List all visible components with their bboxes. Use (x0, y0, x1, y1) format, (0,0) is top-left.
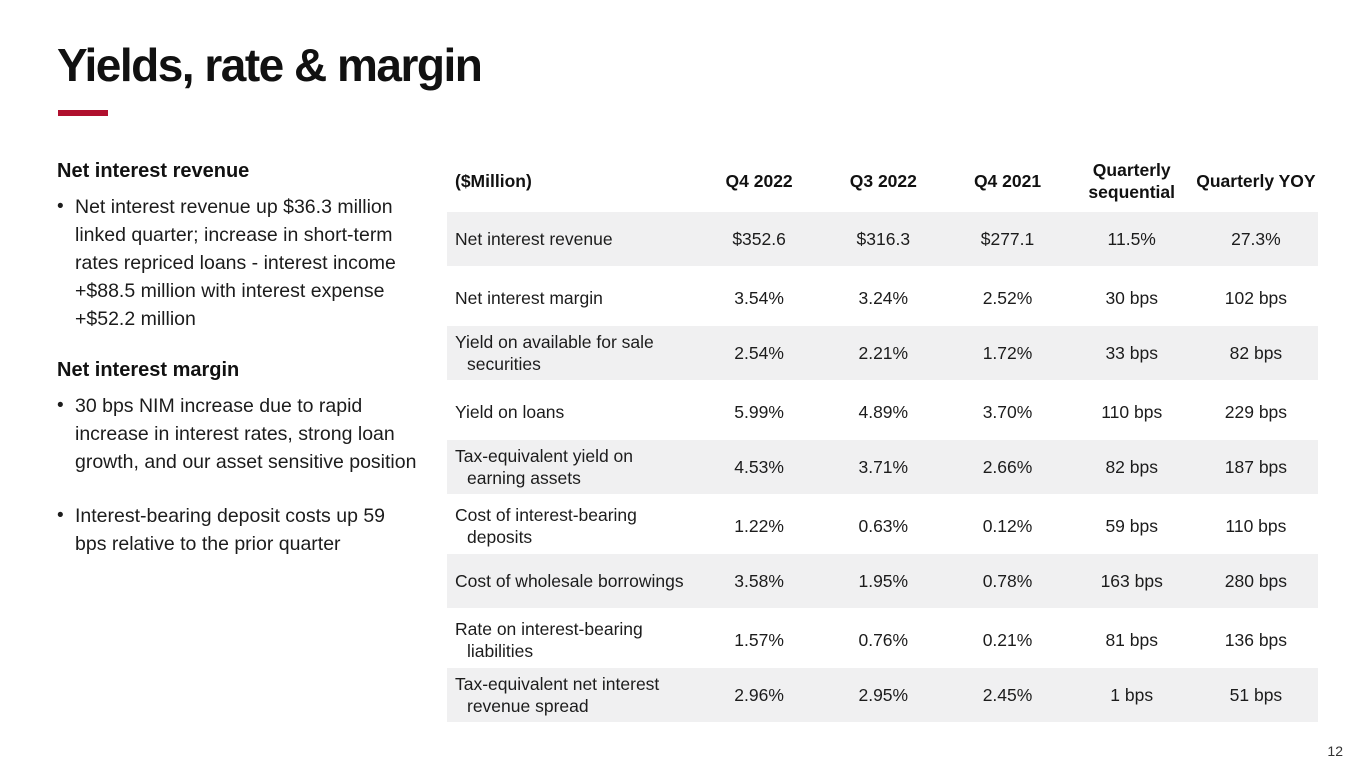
column-header: Q4 2021 (973, 171, 1042, 191)
table-row: Tax-equivalent net interest revenue spre… (447, 668, 1318, 725)
page-title: Yields, rate & margin (57, 39, 483, 91)
section-heading: Net interest revenue (57, 160, 250, 182)
bullet-marker-icon: • (57, 196, 64, 217)
cell-value: 2.52% (982, 287, 1033, 308)
cell-value: 81 bps (1105, 629, 1158, 650)
cell-value: 51 bps (1229, 685, 1283, 705)
cell-value: 2.54% (734, 343, 784, 363)
cell-value: 1 bps (1110, 685, 1154, 705)
table-row: Net interest revenue $352.6 $316.3 $277.1 11… (447, 212, 1318, 269)
bullet-item: • Net interest revenue up $36.3 million l… (57, 193, 417, 333)
row-label: Yield on available for sale securities (455, 332, 654, 374)
bullet-marker-icon: • (57, 505, 64, 526)
cell-value: 1.72% (982, 343, 1033, 363)
cell-value: 82 bps (1105, 457, 1158, 477)
table-header-row: ($Million) Q4 2022 Q3 2022 Q4 2021 Quarterly… (447, 150, 1318, 212)
row-label: Tax-equivalent net interest revenue spre… (455, 674, 660, 716)
bullet-marker-icon: • (57, 395, 64, 416)
cell-value: 3.58% (734, 571, 784, 591)
cell-value: 110 bps (1101, 401, 1163, 422)
cell-value: 136 bps (1224, 629, 1288, 650)
column-header: Q4 2022 (725, 171, 793, 191)
column-header: Quarterly YOY (1196, 171, 1316, 191)
row-label: Cost of wholesale borrowings (455, 571, 684, 591)
cell-value: 82 bps (1229, 343, 1283, 363)
bullet-text: Net interest revenue up $36.3 million li… (75, 196, 396, 330)
section-heading: Net interest margin (57, 359, 240, 381)
text-section: Net interest margin • 30 bps NIM increase … (57, 359, 417, 558)
text-section: Net interest revenue • Net interest revenu… (57, 160, 417, 333)
cell-value: 59 bps (1105, 515, 1158, 536)
title-accent-bar (58, 110, 108, 116)
cell-value: 0.78% (982, 571, 1033, 591)
cell-value: 2.66% (982, 457, 1033, 477)
cell-value: 30 bps (1105, 287, 1158, 308)
cell-value: 2.21% (858, 343, 909, 363)
row-label: Rate on interest-bearing liabilities (455, 618, 643, 661)
cell-value: 0.21% (982, 629, 1033, 650)
table-row: Tax-equivalent yield on earning assets 4.… (447, 440, 1318, 497)
cell-value: 5.99% (734, 401, 784, 422)
cell-value: 3.71% (858, 457, 909, 477)
cell-value: 280 bps (1224, 571, 1288, 591)
cell-value: 2.96% (734, 685, 784, 705)
cell-value: 110 bps (1225, 515, 1287, 536)
yields-rate-margin-table: ($Million) Q4 2022 Q3 2022 Q4 2021 Quarterly… (447, 150, 1318, 725)
table-body: Net interest revenue $352.6 $316.3 $277.1 11… (447, 212, 1318, 725)
column-header: ($Million) (455, 171, 532, 191)
row-label: Tax-equivalent yield on earning assets (455, 446, 634, 488)
cell-value: 4.53% (734, 457, 784, 477)
page-number: 12 (1327, 743, 1343, 759)
cell-value: 4.89% (858, 401, 909, 422)
left-panel: Net interest revenue • Net interest revenu… (57, 160, 417, 584)
table-row: Cost of wholesale borrowings 3.58% 1.95% 0.… (447, 554, 1318, 611)
bullet-item: • 30 bps NIM increase due to rapid increa… (57, 392, 417, 476)
cell-value: 3.54% (734, 287, 784, 308)
table-row: Yield on available for sale securities 2.… (447, 326, 1318, 383)
cell-value: 1.57% (734, 629, 784, 650)
cell-value: 33 bps (1105, 343, 1158, 363)
row-label: Yield on loans (455, 401, 565, 422)
cell-value: 1.95% (858, 571, 909, 591)
cell-value: $352.6 (732, 229, 786, 249)
cell-value: 3.24% (858, 287, 909, 308)
cell-value: 163 bps (1100, 571, 1163, 591)
row-label: Cost of interest-bearing deposits (455, 504, 637, 547)
cell-value: 187 bps (1224, 457, 1288, 477)
column-header: Q3 2022 (849, 171, 917, 191)
bullet-item: • Interest-bearing deposit costs up 59 bp… (57, 502, 417, 558)
cell-value: $277.1 (980, 229, 1035, 249)
cell-value: 3.70% (982, 401, 1033, 422)
cell-value: 2.95% (858, 685, 909, 705)
cell-value: 0.12% (982, 515, 1033, 536)
column-header: Quarterly sequential (1088, 160, 1175, 202)
table-row: Net interest margin 3.54% 3.24% 2.52% 30 bps… (447, 269, 1318, 326)
cell-value: $316.3 (856, 229, 911, 249)
cell-value: 2.45% (982, 685, 1033, 705)
row-label: Net interest margin (455, 287, 603, 308)
cell-value: 0.63% (858, 515, 909, 536)
bullet-text: 30 bps NIM increase due to rapid increas… (75, 395, 417, 473)
cell-value: 0.76% (858, 629, 909, 650)
cell-value: 102 bps (1224, 287, 1288, 308)
cell-value: 229 bps (1224, 401, 1288, 422)
cell-value: 27.3% (1231, 229, 1281, 249)
table-row: Rate on interest-bearing liabilities 1.57… (447, 611, 1318, 668)
cell-value: 11.5% (1107, 229, 1156, 249)
table-row: Yield on loans 5.99% 4.89% 3.70% 110 bps 229 … (447, 383, 1318, 440)
row-label: Net interest revenue (455, 229, 613, 249)
table-row: Cost of interest-bearing deposits 1.22% 0.… (447, 497, 1318, 554)
cell-value: 1.22% (734, 515, 784, 536)
bullet-text: Interest-bearing deposit costs up 59 bps… (75, 505, 386, 555)
